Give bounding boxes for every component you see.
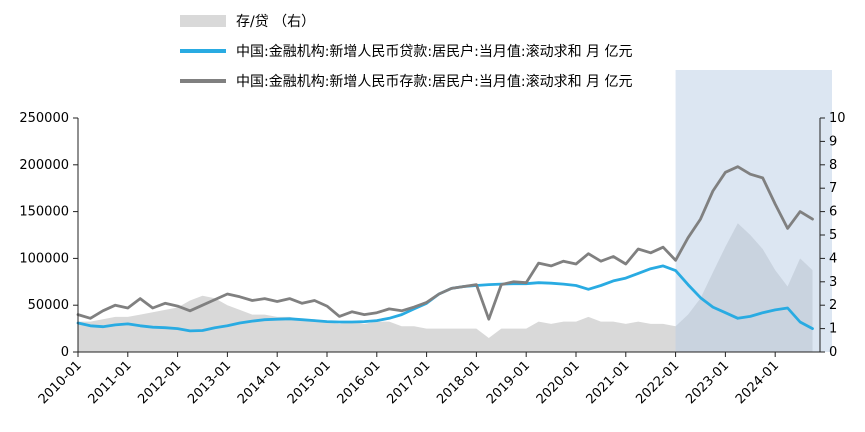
svg-text:3: 3 — [829, 275, 837, 290]
legend-label-loans: 中国:金融机构:新增人民币贷款:居民户:当月值:滚动求和 月 亿元 — [236, 43, 633, 60]
svg-text:2016-01: 2016-01 — [335, 358, 384, 407]
svg-text:100000: 100000 — [19, 251, 69, 266]
svg-text:0: 0 — [829, 345, 837, 360]
line-swatch-deposits-icon — [180, 78, 226, 83]
svg-text:2011-01: 2011-01 — [86, 358, 135, 407]
svg-text:50000: 50000 — [28, 298, 69, 313]
legend-label-ratio: 存/贷 （右） — [236, 13, 316, 30]
svg-text:2019-01: 2019-01 — [484, 358, 533, 407]
legend: 存/贷 （右） 中国:金融机构:新增人民币贷款:居民户:当月值:滚动求和 月 亿… — [180, 10, 632, 91]
svg-text:1: 1 — [829, 322, 837, 337]
line-swatch-loans-icon — [180, 48, 226, 53]
svg-text:2015-01: 2015-01 — [285, 358, 334, 407]
legend-label-deposits: 中国:金融机构:新增人民币存款:居民户:当月值:滚动求和 月 亿元 — [236, 73, 633, 90]
svg-text:2021-01: 2021-01 — [584, 358, 633, 407]
svg-text:250000: 250000 — [19, 111, 69, 126]
svg-text:2018-01: 2018-01 — [434, 358, 483, 407]
svg-text:0: 0 — [61, 345, 69, 360]
svg-text:2014-01: 2014-01 — [235, 358, 284, 407]
svg-text:6: 6 — [829, 205, 837, 220]
svg-text:2: 2 — [829, 298, 837, 313]
svg-text:2012-01: 2012-01 — [135, 358, 184, 407]
svg-text:2010-01: 2010-01 — [36, 358, 85, 407]
svg-text:200000: 200000 — [19, 158, 69, 173]
svg-text:7: 7 — [829, 181, 837, 196]
svg-text:8: 8 — [829, 158, 837, 173]
svg-text:10: 10 — [829, 111, 846, 126]
svg-text:2017-01: 2017-01 — [384, 358, 433, 407]
area-swatch-icon — [180, 14, 226, 27]
legend-item-loans: 中国:金融机构:新增人民币贷款:居民户:当月值:滚动求和 月 亿元 — [180, 40, 632, 61]
svg-text:4: 4 — [829, 251, 837, 266]
svg-text:150000: 150000 — [19, 205, 69, 220]
svg-text:5: 5 — [829, 228, 837, 243]
svg-text:9: 9 — [829, 134, 837, 149]
svg-text:2020-01: 2020-01 — [534, 358, 583, 407]
svg-text:2024-01: 2024-01 — [733, 358, 782, 407]
legend-item-ratio: 存/贷 （右） — [180, 10, 632, 31]
svg-text:2022-01: 2022-01 — [633, 358, 682, 407]
legend-item-deposits: 中国:金融机构:新增人民币存款:居民户:当月值:滚动求和 月 亿元 — [180, 70, 632, 91]
svg-text:2013-01: 2013-01 — [185, 358, 234, 407]
svg-text:2023-01: 2023-01 — [683, 358, 732, 407]
